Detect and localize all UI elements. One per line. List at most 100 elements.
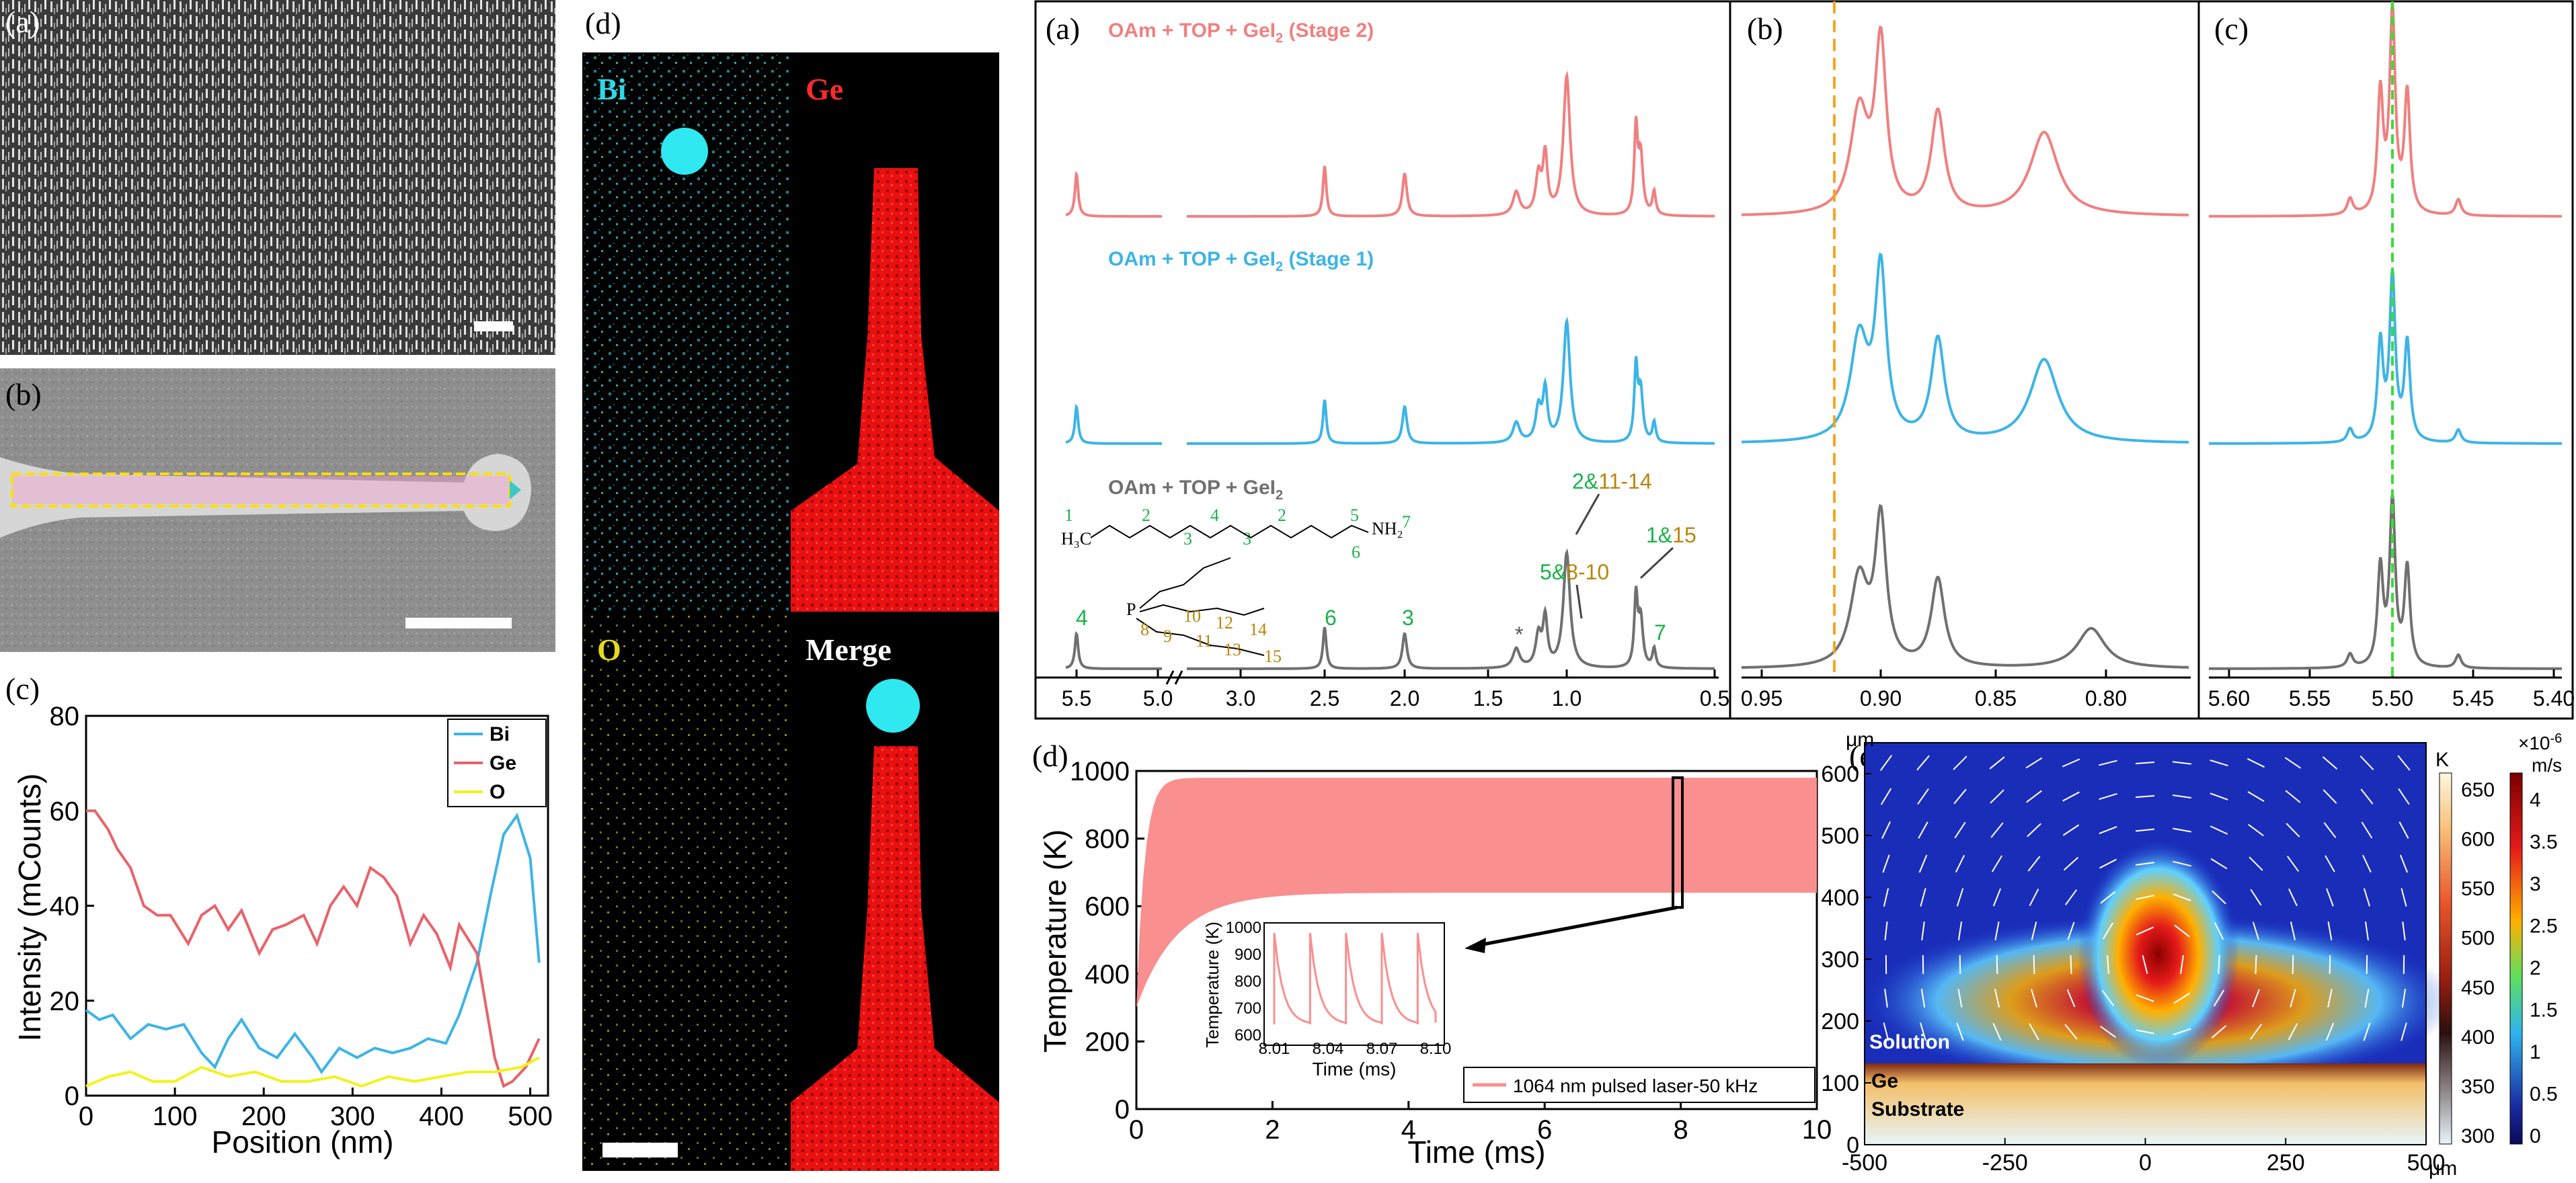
x-tick-label: 1.5 xyxy=(1473,686,1503,710)
y-tick-label: 200 xyxy=(1821,1009,1859,1034)
x-tick-label: 0.5 xyxy=(1700,686,1729,710)
svg-text:K: K xyxy=(2435,749,2449,771)
series-label-stage1: OAm + TOP + GeI2 (Stage 1) xyxy=(1108,248,1374,274)
peak-label: 3 xyxy=(1402,606,1414,630)
y-tick-label: 0 xyxy=(1846,1133,1859,1158)
svg-text:3: 3 xyxy=(1243,529,1251,548)
nmr-spectra xyxy=(1066,2,2562,669)
colorbar-tick-label: 1 xyxy=(2530,1041,2541,1063)
svg-text:5: 5 xyxy=(1350,505,1359,525)
spectrum-stage2-a2 xyxy=(1187,76,1715,216)
peak-label: 4 xyxy=(1076,606,1088,630)
x-tick-label: 0.90 xyxy=(1860,686,1902,710)
peak-label: * xyxy=(1515,622,1523,647)
x-tick-label: 0.85 xyxy=(1975,686,2017,710)
y-tick-label: 1000 xyxy=(1070,757,1130,786)
panel-label: (a) xyxy=(5,5,40,39)
sem-image-a: (a) xyxy=(0,0,555,355)
velocity-arrow xyxy=(2330,955,2331,974)
svg-text:7: 7 xyxy=(1402,512,1411,532)
oam-structure: 1 2 4 2 5 7 3 3 6 H₃C NH₂ xyxy=(1061,505,1411,562)
y-tick-label: 600 xyxy=(1085,892,1130,922)
x-tick-label: 2 xyxy=(1265,1115,1280,1145)
y-tick-label: 600 xyxy=(1821,762,1859,787)
colorbar-tick-label: 2.5 xyxy=(2530,915,2558,938)
x-tick-label: 2.5 xyxy=(1310,686,1339,710)
svg-text:2: 2 xyxy=(1278,505,1286,525)
svg-text:m/s: m/s xyxy=(2532,755,2562,776)
spectrum-ref-c xyxy=(2209,493,2562,669)
series-ge xyxy=(86,811,539,1086)
y-tick-label: 400 xyxy=(1085,960,1130,989)
spectrum-stage2-a1 xyxy=(1066,174,1162,216)
peak-annotation: 5&8-10 xyxy=(1540,560,1609,584)
legend-bi: Bi xyxy=(490,723,510,745)
svg-text:1: 1 xyxy=(1064,505,1073,525)
x-tick-label: 5.40 xyxy=(2533,686,2575,710)
region-label: Substrate xyxy=(1871,1098,1964,1120)
top-structure: P 8 9 10 11 12 13 14 15 xyxy=(1126,558,1282,666)
inset-y-tick-label: 700 xyxy=(1235,1000,1261,1018)
spectrum-stage2-c xyxy=(2209,2,2562,216)
sem-image-b: (b) xyxy=(0,368,555,652)
peak-annotation: 1&15 xyxy=(1646,523,1696,547)
y-tick-label: 400 xyxy=(1821,885,1859,911)
y-axis-label: Temperature (K) xyxy=(1038,829,1072,1053)
velocity-arrow xyxy=(2070,955,2071,974)
region-label: Ge xyxy=(1871,1070,1898,1092)
spectrum-stage1-b xyxy=(1742,255,2189,442)
y-tick-label: 0 xyxy=(65,1082,79,1111)
temperature-colorbar xyxy=(2440,773,2452,1144)
x-tick-label: 5.5 xyxy=(1062,686,1091,710)
svg-text:4: 4 xyxy=(1210,505,1219,525)
ge-label: Ge xyxy=(806,72,843,106)
y-tick-label: 20 xyxy=(50,987,80,1016)
inset-y-tick-label: 900 xyxy=(1235,946,1261,964)
colorbar-tick-label: 4 xyxy=(2530,789,2541,811)
inset-x-tick-label: 8.01 xyxy=(1259,1040,1290,1058)
x-tick-label: 5.60 xyxy=(2208,686,2250,710)
spectrum-ref-b xyxy=(1742,506,2189,668)
x-tick-label: 2.0 xyxy=(1390,686,1419,710)
x-tick-label: 5.55 xyxy=(2289,686,2331,710)
svg-text:8: 8 xyxy=(1140,620,1149,639)
legend: 1064 nm pulsed laser-50 kHz xyxy=(1464,1067,1815,1102)
svg-text:10: 10 xyxy=(1183,606,1201,626)
svg-text:P: P xyxy=(1126,600,1136,619)
region-label: Solution xyxy=(1869,1031,1950,1053)
y-tick-label: 80 xyxy=(50,702,80,731)
sim-plot: (e) Solution Ge Substrate -500-250025050… xyxy=(1821,729,2576,1180)
svg-text:2: 2 xyxy=(1142,505,1150,525)
inset-x-tick-label: 8.07 xyxy=(1366,1040,1398,1058)
y-tick-label: 100 xyxy=(1821,1071,1859,1096)
svg-text:NH₂: NH₂ xyxy=(1372,519,1403,538)
y-tick-label: 60 xyxy=(50,797,80,826)
panel-label: (c) xyxy=(5,671,40,706)
x-tick-label: 0 xyxy=(1129,1115,1144,1145)
svg-text:1064 nm pulsed laser-50 kHz: 1064 nm pulsed laser-50 kHz xyxy=(1513,1075,1758,1096)
peak-label: 7 xyxy=(1654,620,1666,645)
spectrum-stage1-a2 xyxy=(1187,321,1715,444)
velocity-arrow xyxy=(2034,955,2035,974)
colorbar-tick-label: 500 xyxy=(2461,928,2495,950)
x-tick-label: 5.0 xyxy=(1143,686,1173,710)
y-axis-label: Intensity (mCounts) xyxy=(12,774,47,1042)
x-tick-label: 5.50 xyxy=(2372,686,2413,710)
x-axis-label: Time (ms) xyxy=(1407,1135,1545,1170)
peak-label: 6 xyxy=(1325,606,1337,630)
svg-text:Temperature (K): Temperature (K) xyxy=(1202,922,1222,1048)
svg-text:14: 14 xyxy=(1249,620,1267,639)
velocity-arrow xyxy=(1997,955,1998,974)
panel-label: (b) xyxy=(5,377,42,411)
x-tick-label: 500 xyxy=(508,1102,553,1131)
colorbar-tick-label: 2 xyxy=(2530,957,2541,979)
colorbar-tick-label: 0.5 xyxy=(2530,1084,2558,1106)
spectrum-stage1-c xyxy=(2209,268,2562,444)
svg-text:15: 15 xyxy=(1264,647,1282,666)
svg-text:μm: μm xyxy=(2429,1157,2457,1180)
plot-c-series xyxy=(86,811,539,1086)
y-tick-label: 200 xyxy=(1085,1027,1130,1057)
colorbar-tick-label: 1.5 xyxy=(2530,1000,2558,1022)
